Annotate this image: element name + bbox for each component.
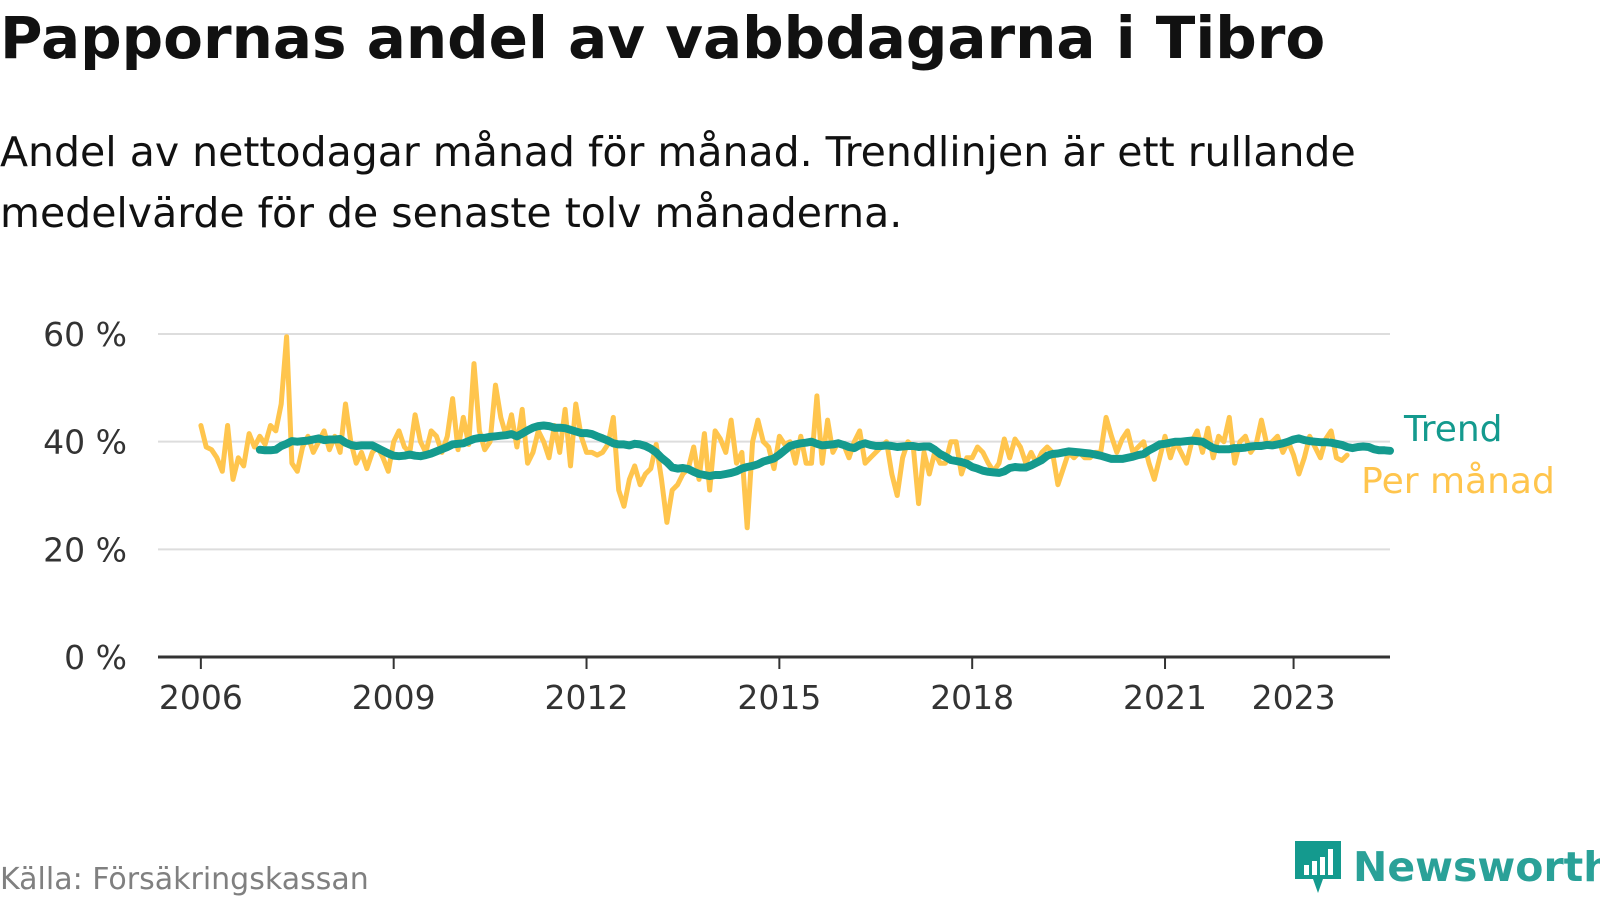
x-tick-label: 2009 [352, 678, 436, 717]
x-tick-label: 2023 [1252, 678, 1336, 717]
brand-logo[interactable]: Newsworthy [1293, 839, 1600, 895]
x-tick-label: 2006 [159, 678, 243, 717]
source-label: Källa: Försäkringskassan [0, 862, 369, 897]
y-tick-label: 0 % [64, 638, 127, 677]
brand-name: Newsworthy [1353, 843, 1600, 891]
trend-series-line [255, 421, 1394, 481]
x-tick-label: 2018 [930, 678, 1014, 717]
legend-label-trend: Trend [1403, 409, 1503, 450]
x-tick-label: 2021 [1123, 678, 1207, 717]
chart-subtitle: Andel av nettodagar månad för månad. Tre… [0, 128, 1356, 237]
monthly-series-line [198, 334, 1350, 531]
legend-label-monthly: Per månad [1361, 461, 1555, 502]
page-title: Pappornas andel av vabbdagarna i Tibro [0, 4, 1326, 72]
x-tick-label: 2012 [545, 678, 629, 717]
y-tick-label: 20 % [43, 530, 127, 569]
newsworthy-logo-icon [1295, 841, 1341, 893]
line-chart: 0 % 20 % 40 % 60 % 2006 2009 2012 2015 2018 2021 2… [43, 315, 1555, 717]
y-tick-label: 60 % [43, 315, 127, 354]
x-tick-label: 2015 [737, 678, 821, 717]
y-tick-label: 40 % [43, 423, 127, 462]
